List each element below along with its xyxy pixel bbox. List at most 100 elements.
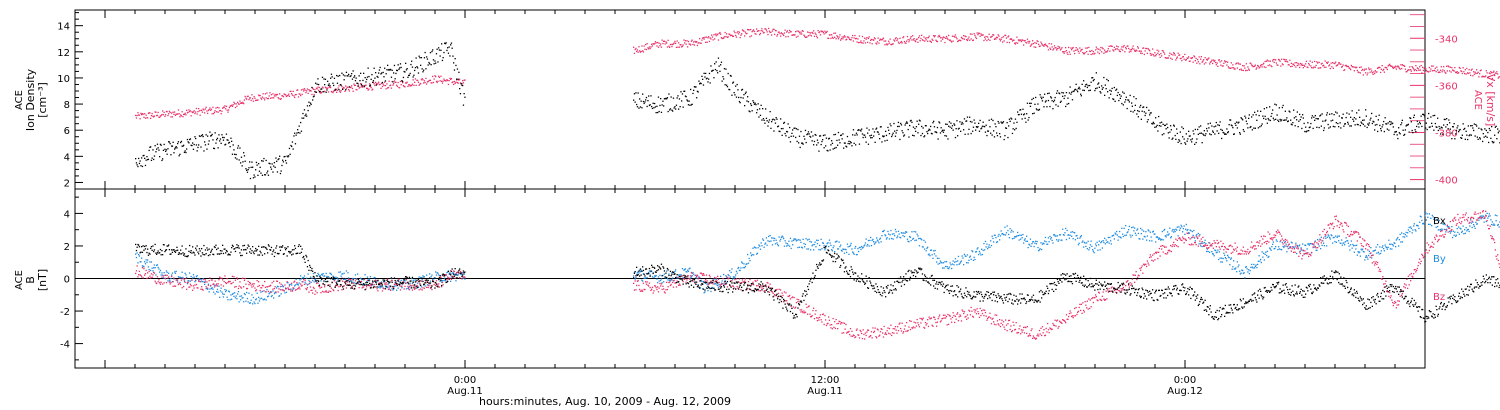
data-point bbox=[144, 261, 146, 263]
data-point bbox=[955, 128, 957, 130]
data-point bbox=[1002, 232, 1004, 235]
data-point bbox=[672, 43, 674, 46]
data-point bbox=[402, 76, 405, 79]
data-point bbox=[1060, 48, 1062, 50]
data-point bbox=[1076, 234, 1078, 237]
data-point bbox=[1424, 72, 1426, 74]
data-point bbox=[735, 36, 738, 38]
data-point bbox=[959, 262, 961, 264]
data-point bbox=[704, 291, 706, 293]
data-point bbox=[1285, 59, 1287, 61]
data-point bbox=[730, 271, 732, 274]
data-point bbox=[754, 33, 756, 35]
data-point bbox=[1074, 49, 1077, 51]
data-point bbox=[1099, 49, 1101, 51]
data-point bbox=[448, 46, 450, 48]
data-point bbox=[850, 142, 852, 144]
data-point bbox=[894, 235, 896, 237]
data-point bbox=[391, 288, 393, 290]
data-point bbox=[180, 114, 182, 116]
data-point bbox=[1035, 46, 1037, 48]
data-point bbox=[660, 46, 663, 48]
data-point bbox=[1120, 237, 1122, 239]
data-point bbox=[190, 144, 192, 146]
data-point bbox=[1071, 47, 1074, 49]
data-point bbox=[864, 136, 867, 138]
data-point bbox=[869, 42, 871, 44]
data-point bbox=[720, 275, 722, 277]
data-point bbox=[302, 277, 304, 279]
data-point bbox=[1353, 120, 1355, 122]
data-point bbox=[1095, 46, 1097, 48]
data-point bbox=[1050, 97, 1053, 99]
data-point bbox=[299, 93, 301, 95]
data-point bbox=[373, 67, 375, 69]
data-point bbox=[692, 271, 694, 274]
data-point bbox=[644, 101, 646, 103]
data-point bbox=[1002, 122, 1004, 124]
data-point bbox=[1362, 119, 1364, 121]
data-point bbox=[1418, 69, 1420, 71]
data-point bbox=[1359, 124, 1361, 127]
data-point bbox=[432, 49, 434, 51]
data-point bbox=[974, 258, 976, 261]
data-point bbox=[1052, 242, 1054, 244]
data-point bbox=[702, 84, 705, 86]
data-point bbox=[882, 230, 884, 233]
data-point bbox=[765, 28, 767, 30]
data-point bbox=[867, 239, 870, 242]
data-point bbox=[1312, 127, 1314, 130]
data-point bbox=[1125, 46, 1127, 49]
data-point bbox=[1452, 69, 1454, 71]
data-point bbox=[825, 247, 827, 249]
data-point bbox=[957, 135, 959, 137]
data-point bbox=[408, 288, 410, 290]
data-point bbox=[839, 142, 841, 144]
data-point bbox=[900, 122, 902, 125]
data-point bbox=[708, 36, 710, 38]
data-point bbox=[1299, 66, 1301, 69]
data-point bbox=[690, 44, 692, 46]
data-point bbox=[938, 34, 940, 37]
data-point bbox=[676, 277, 678, 279]
data-point bbox=[1145, 47, 1147, 50]
data-point bbox=[253, 301, 255, 303]
data-point bbox=[430, 64, 432, 66]
data-point bbox=[346, 86, 348, 88]
data-point bbox=[463, 79, 465, 81]
data-point bbox=[284, 292, 286, 294]
data-point bbox=[720, 33, 722, 35]
data-point bbox=[255, 99, 257, 102]
data-point bbox=[792, 239, 795, 241]
data-point bbox=[1065, 50, 1068, 52]
data-point bbox=[761, 119, 763, 121]
data-point bbox=[374, 84, 376, 87]
data-point bbox=[453, 69, 456, 71]
data-point bbox=[1024, 40, 1026, 42]
data-point bbox=[189, 110, 192, 112]
data-point bbox=[984, 126, 986, 128]
data-point bbox=[748, 110, 750, 112]
data-point bbox=[432, 81, 435, 84]
data-point bbox=[771, 30, 774, 32]
data-point bbox=[1396, 134, 1398, 136]
data-point bbox=[760, 242, 762, 244]
data-point bbox=[1392, 66, 1394, 68]
data-point bbox=[1011, 132, 1014, 135]
data-point bbox=[200, 280, 202, 283]
data-point bbox=[1071, 235, 1073, 237]
data-point bbox=[1371, 112, 1373, 115]
data-point bbox=[171, 145, 174, 147]
data-point bbox=[1050, 96, 1052, 98]
data-point bbox=[1366, 126, 1368, 129]
data-point bbox=[243, 103, 245, 105]
data-point bbox=[740, 96, 742, 99]
data-point bbox=[1128, 101, 1130, 103]
data-point bbox=[299, 279, 301, 281]
data-point bbox=[267, 296, 269, 298]
data-point bbox=[387, 69, 390, 71]
data-point bbox=[1293, 64, 1295, 67]
data-point bbox=[1137, 110, 1139, 112]
data-point bbox=[242, 297, 244, 299]
data-point bbox=[1205, 62, 1207, 64]
